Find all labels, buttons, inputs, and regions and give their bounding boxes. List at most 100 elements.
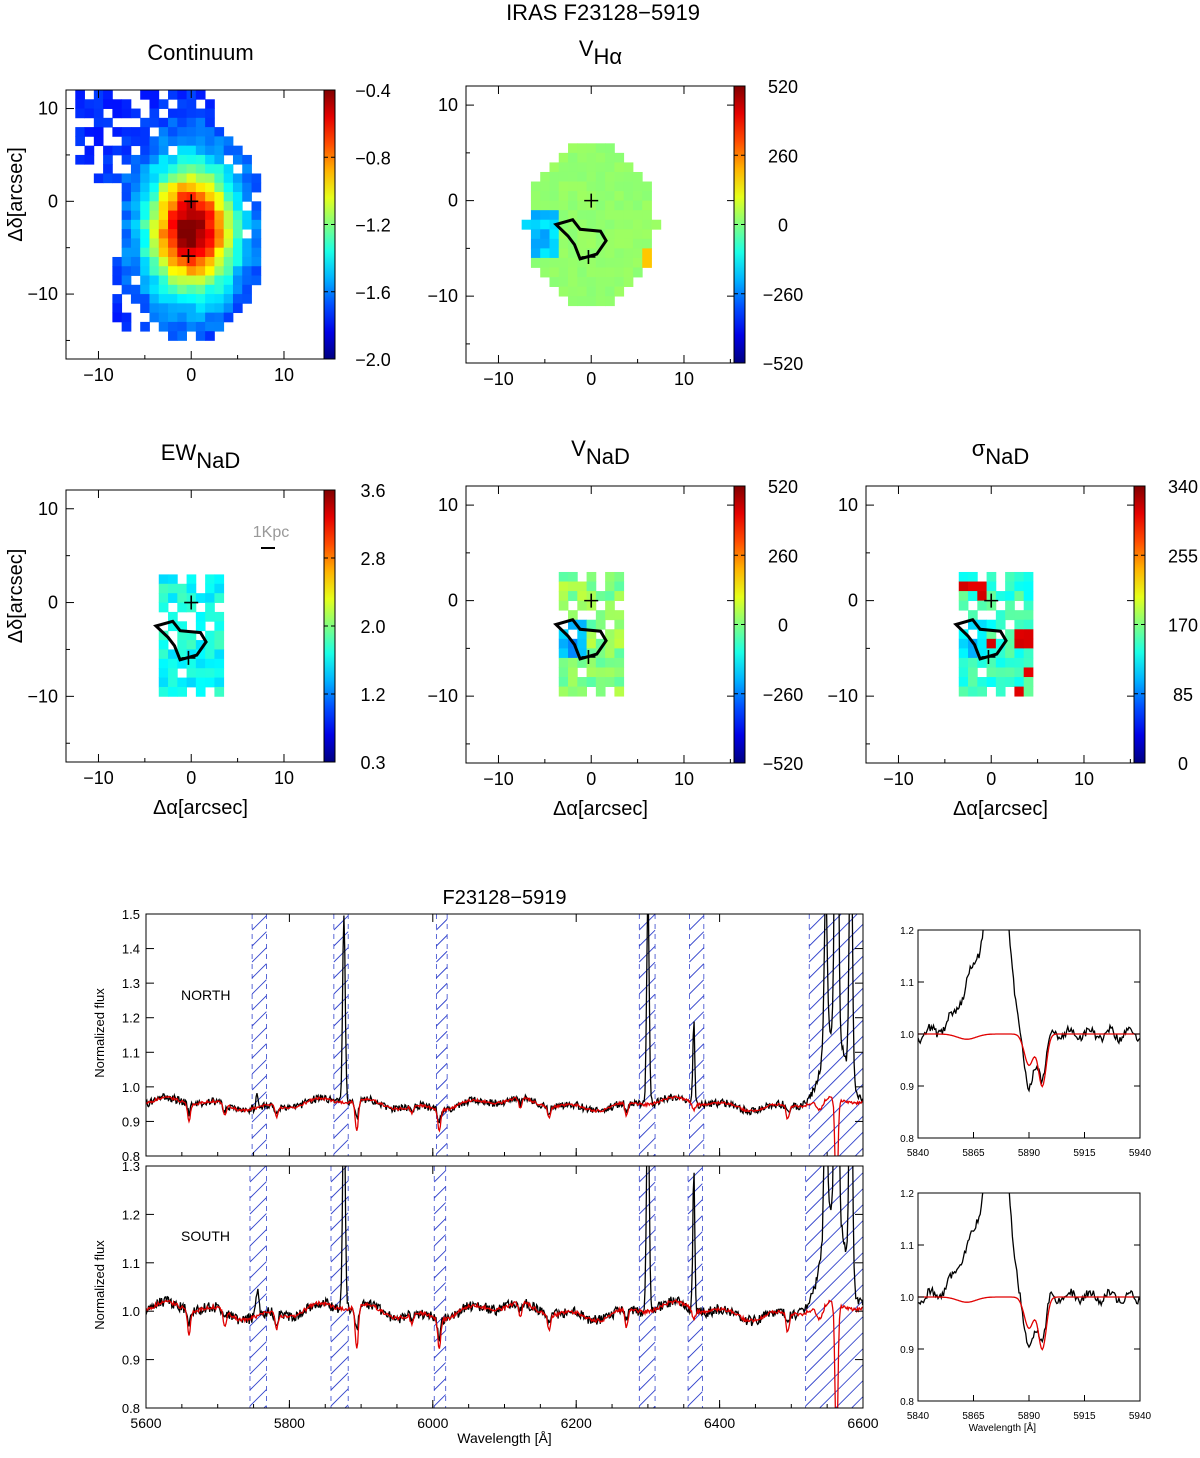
map-pixel [632, 257, 643, 268]
map-pixel [149, 201, 160, 211]
hatch-line [805, 1166, 823, 1183]
map-pixel [558, 286, 569, 297]
map-pixel [84, 145, 95, 156]
colorbar-tick-label: 340 [1168, 477, 1198, 497]
hatch-line [638, 1293, 656, 1311]
map-pixel [205, 182, 215, 193]
hatch-line [809, 1196, 863, 1250]
map-pixel [558, 581, 569, 592]
hatch-line [347, 1155, 349, 1156]
map-pixel [586, 629, 597, 640]
map-title-main: V [579, 36, 594, 61]
map-pixel [168, 219, 178, 230]
map-pixel [186, 303, 197, 314]
map-pixel [186, 668, 197, 678]
x-tick-label: −10 [83, 768, 114, 788]
map-pixel [595, 648, 606, 659]
map-pixel [214, 630, 225, 641]
map-pixel [586, 648, 597, 659]
y-tick-label: −10 [27, 686, 58, 706]
hatch-line [436, 1046, 448, 1059]
map-pixel [977, 686, 987, 697]
y-tick-label: 1.0 [900, 1293, 914, 1304]
map-pixel [623, 191, 634, 202]
hatch-line [805, 1166, 839, 1199]
map-pixel [995, 667, 1006, 678]
map-pixel [168, 275, 178, 286]
series-line-observed [918, 1193, 1140, 1349]
map-pixel [595, 296, 606, 307]
map-title: VHα [579, 36, 623, 69]
hatch-line [333, 947, 349, 963]
map-pixel [614, 210, 625, 221]
map-pixel [595, 591, 606, 602]
map-pixel [158, 154, 169, 165]
map-pixel [214, 668, 225, 678]
map-pixel [168, 164, 178, 174]
map-pixel [121, 247, 132, 258]
map-pixel [995, 657, 1006, 668]
map-pixel [186, 649, 197, 660]
map-pixel [121, 173, 132, 184]
hatch-line [689, 1011, 705, 1027]
map-pixel [121, 182, 132, 193]
hatch-line [638, 1057, 656, 1075]
map-pixel [614, 581, 625, 592]
map-pixel [140, 210, 150, 221]
map-pixel [568, 257, 578, 268]
map-pixel [232, 210, 243, 221]
hatch-line [436, 1094, 448, 1107]
map-pixel [1005, 667, 1015, 678]
map-pixel [195, 90, 206, 100]
x-tick-label: −10 [483, 369, 514, 389]
map-pixel [577, 181, 587, 192]
map-pixel [103, 90, 113, 100]
map-pixel [168, 136, 178, 147]
zoom-panel-zoom_north: 5840 5865 5890 5915 5940 0.8 0.9 1.0 1.1 1.2 [900, 926, 1151, 1159]
spectrum-frame [145, 1165, 864, 1409]
masked-region [433, 1166, 447, 1408]
map-pixel [558, 277, 569, 287]
map-pixel [577, 191, 587, 202]
map-pixel [214, 621, 225, 632]
map-pixel [1023, 657, 1034, 668]
map-pixel [112, 173, 123, 184]
x-axis-label: Δα[arcsec] [153, 797, 248, 819]
hatch-line [638, 1073, 656, 1091]
map-pixel [595, 238, 606, 249]
map-pixel [642, 200, 652, 211]
map-pixel [577, 629, 587, 640]
map-pixel [121, 99, 132, 109]
map-pixel [177, 312, 187, 323]
zoom-panel-zoom_south: 5840 5865 5890 5915 5940 0.8 0.9 1.0 1.1 1.2 Wavel… [900, 1189, 1151, 1434]
map-pixel [1023, 600, 1034, 611]
map-pixel [1005, 571, 1015, 582]
x-tick-label: 5840 [907, 1411, 930, 1422]
y-tick-label: 1.5 [122, 907, 140, 922]
map-pixel [232, 275, 243, 286]
map-pixel [577, 591, 587, 602]
map-pixel [586, 296, 597, 307]
map-pixel [130, 284, 141, 295]
map-pixel [577, 171, 587, 182]
map-pixel [214, 127, 225, 137]
region-label: NORTH [181, 987, 231, 1003]
map-pixel [232, 294, 243, 304]
hatch-line [436, 934, 448, 947]
map-pixel [242, 210, 252, 221]
spectrum-panel-spectrum_north: 0.8 0.9 1.0 1.1 1.2 1.3 1.4 1.5 NORTH Normalized … [92, 887, 864, 1250]
colorbar-tick-label: −1.2 [355, 216, 391, 236]
map-pixel [586, 210, 597, 221]
hatch-line [333, 1123, 349, 1139]
map-pixel [651, 219, 662, 230]
hatch-line [333, 979, 349, 995]
map-pixel [558, 638, 569, 649]
map-pixel [205, 154, 215, 165]
map-pixel [195, 303, 206, 314]
map-pixel [168, 154, 178, 165]
map-pixel [186, 210, 197, 221]
hatch-line [689, 995, 705, 1011]
map-pixel [121, 154, 132, 165]
hatch-line [689, 1059, 705, 1075]
map-pixel [232, 201, 243, 211]
